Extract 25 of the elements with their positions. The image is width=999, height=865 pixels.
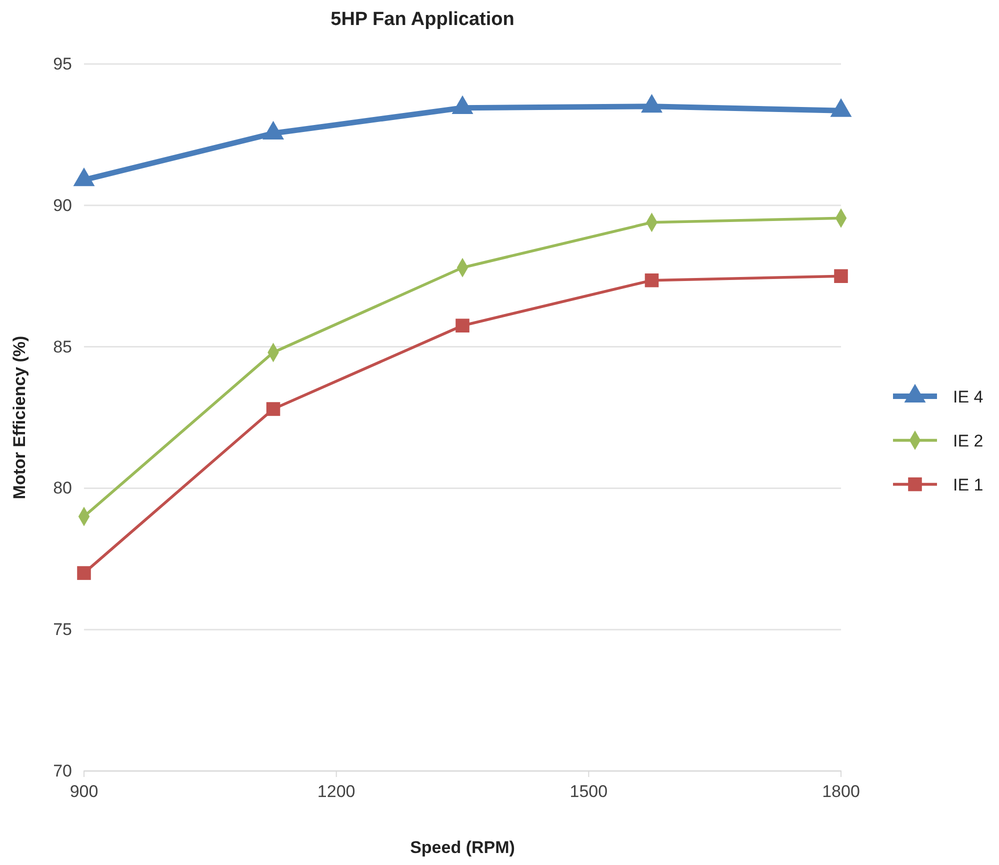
legend-label: IE 2: [953, 431, 984, 450]
point: [644, 273, 659, 288]
y-tick-label: 70: [53, 761, 72, 780]
point: [641, 94, 662, 113]
y-tick-label: 90: [53, 196, 72, 215]
x-tick-label: 1500: [570, 782, 608, 802]
y-tick-label: 80: [53, 478, 72, 498]
point: [266, 402, 280, 416]
point: [73, 168, 95, 186]
y-tick-label: 95: [53, 54, 72, 74]
point: [830, 98, 852, 117]
point: [456, 318, 470, 332]
y-tick-label: 85: [53, 337, 72, 356]
point: [262, 120, 284, 140]
x-tick-label: 900: [70, 782, 98, 802]
legend-label: IE 1: [953, 475, 984, 494]
x-axis-title: Speed (RPM): [410, 838, 515, 857]
x-tick-label: 1800: [822, 782, 860, 802]
x-tick-label: 1200: [317, 782, 356, 802]
y-axis-title: Motor Efficiency (%): [10, 336, 29, 500]
chart-title: 5HP Fan Application: [330, 9, 514, 30]
legend-label: IE 4: [953, 387, 984, 406]
point: [452, 95, 474, 114]
y-tick-label: 75: [53, 620, 72, 640]
point: [834, 269, 848, 283]
